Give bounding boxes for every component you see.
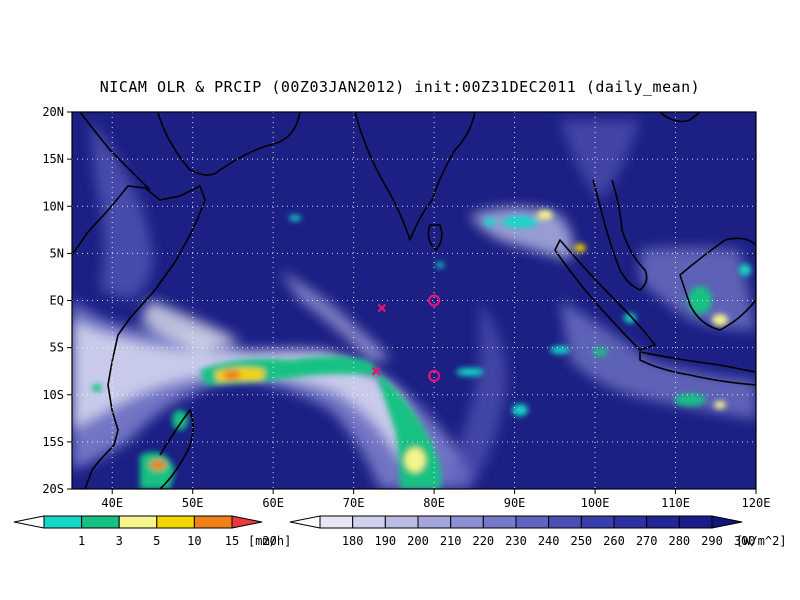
colorbar-label: 10 bbox=[187, 534, 201, 548]
colorbar-right-arrow bbox=[711, 515, 743, 529]
colorbar-swatch bbox=[156, 515, 195, 529]
colorbar-label: 1 bbox=[78, 534, 85, 548]
colorbar-label: 3 bbox=[116, 534, 123, 548]
colorbar-label: 190 bbox=[374, 534, 396, 548]
colorbar-swatch bbox=[384, 515, 419, 529]
colorbar-unit: [W/m^2] bbox=[736, 534, 787, 548]
lon-tick-label: 100E bbox=[581, 496, 610, 510]
colorbar-swatch bbox=[613, 515, 648, 529]
lat-tick-label: 15N bbox=[42, 152, 64, 166]
precip-colorbar: 1 3 5 10 15 20[mm/h] bbox=[13, 515, 291, 548]
lat-tick-label: 5N bbox=[50, 246, 64, 260]
colorbar-swatch bbox=[482, 515, 517, 529]
lon-tick-label: 80E bbox=[423, 496, 445, 510]
lon-tick-label: 60E bbox=[262, 496, 284, 510]
lat-tick-label: 5S bbox=[50, 341, 64, 355]
lon-tick-label: 110E bbox=[661, 496, 690, 510]
colorbar-label: 260 bbox=[603, 534, 625, 548]
lat-tick-label: 10S bbox=[42, 388, 64, 402]
lon-tick-label: 40E bbox=[101, 496, 123, 510]
circle-marker bbox=[428, 294, 441, 307]
precip-field bbox=[92, 210, 751, 489]
colorbar-label: 300 bbox=[734, 534, 756, 548]
colorbar-label: 180 bbox=[342, 534, 364, 548]
colorbar-swatch bbox=[193, 515, 233, 529]
colorbar-swatch bbox=[515, 515, 550, 529]
coastlines bbox=[72, 112, 756, 489]
colorbar-label: 230 bbox=[505, 534, 527, 548]
storm-markers bbox=[371, 294, 441, 382]
cross-marker bbox=[371, 366, 381, 376]
colorbar-unit: [mm/h] bbox=[248, 534, 291, 548]
map-title: NICAM OLR & PRCIP (00Z03JAN2012) init:00… bbox=[99, 78, 701, 96]
cross-stroke bbox=[377, 303, 387, 313]
colorbar-label: 280 bbox=[668, 534, 690, 548]
colorbar-label: 290 bbox=[701, 534, 723, 548]
colorbar-swatch bbox=[548, 515, 582, 529]
lon-tick-label: 50E bbox=[182, 496, 204, 510]
olr-colorbar: 180 190 200 210 220 230 240 250 260 270 280 290 300[… bbox=[289, 515, 787, 548]
cross-marker bbox=[377, 303, 387, 313]
cross-stroke bbox=[371, 366, 381, 376]
colorbar-label: 200 bbox=[407, 534, 429, 548]
colorbar-swatch bbox=[81, 515, 120, 529]
colorbar-label: 15 bbox=[225, 534, 239, 548]
colorbar-swatch bbox=[646, 515, 680, 529]
map-panel bbox=[72, 112, 756, 489]
olr-cloud-field bbox=[72, 120, 756, 489]
graticule bbox=[72, 112, 756, 489]
colorbar-label: 20 bbox=[262, 534, 276, 548]
colorbar-left-arrow bbox=[289, 515, 321, 529]
colorbar-swatch bbox=[352, 515, 386, 529]
colorbar-label: 220 bbox=[472, 534, 494, 548]
colorbar-left-arrow bbox=[13, 515, 45, 529]
colorbar-label: 240 bbox=[538, 534, 560, 548]
lat-tick-label: 10N bbox=[42, 199, 64, 213]
colorbar-label: 250 bbox=[570, 534, 592, 548]
lon-tick-label: 120E bbox=[742, 496, 771, 510]
colorbar-swatch bbox=[319, 515, 354, 529]
colorbar-label: 210 bbox=[440, 534, 462, 548]
colorbar-label: 5 bbox=[153, 534, 160, 548]
colorbar-right-arrow bbox=[231, 515, 263, 529]
lon-tick-label: 70E bbox=[343, 496, 365, 510]
colorbar-swatch bbox=[580, 515, 615, 529]
longitude-axis: 40E 50E 60E 70E 80E 90E 100E 110E 120E bbox=[101, 489, 770, 510]
colorbar-swatch bbox=[450, 515, 484, 529]
colorbar-swatch bbox=[417, 515, 452, 529]
lon-tick-label: 90E bbox=[504, 496, 526, 510]
lat-tick-label: EQ bbox=[50, 294, 64, 308]
colorbar-swatch bbox=[43, 515, 83, 529]
colorbar-swatch bbox=[678, 515, 713, 529]
latitude-axis: 20N 15N 10N 5N EQ 5S 10S 15S 20S bbox=[42, 105, 72, 496]
colorbar-swatch bbox=[118, 515, 158, 529]
colorbar-label: 270 bbox=[636, 534, 658, 548]
lat-tick-label: 15S bbox=[42, 435, 64, 449]
lat-tick-label: 20N bbox=[42, 105, 64, 119]
lat-tick-label: 20S bbox=[42, 482, 64, 496]
circle-marker bbox=[428, 369, 441, 382]
